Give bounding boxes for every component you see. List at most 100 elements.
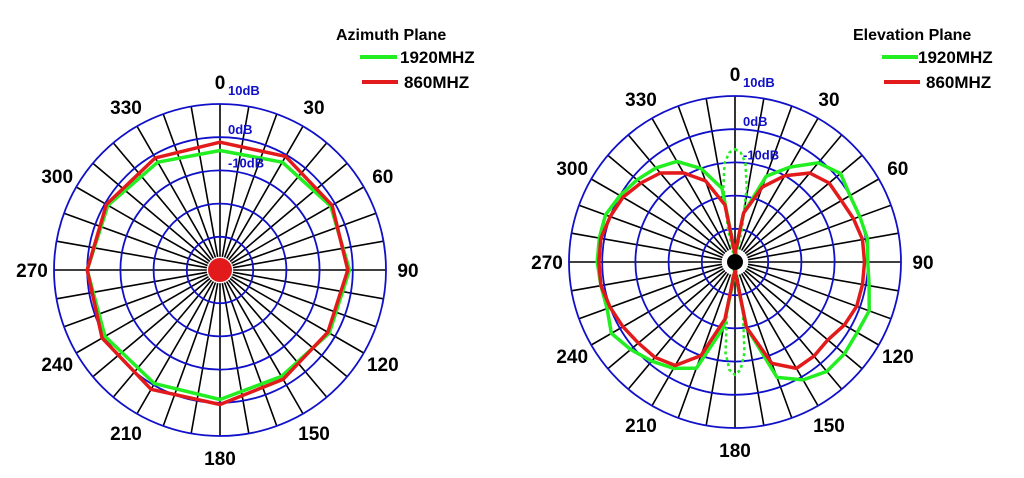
spoke-line xyxy=(747,204,892,259)
angle-label-60: 60 xyxy=(887,159,908,180)
db-label: -10dB xyxy=(228,155,264,170)
angle-label-210: 210 xyxy=(625,416,657,437)
azimuth-grid xyxy=(53,103,387,437)
spoke-line xyxy=(227,279,328,398)
spoke-line xyxy=(112,142,213,261)
spoke-line xyxy=(232,273,377,328)
spoke-line xyxy=(590,178,724,257)
angle-label-60: 60 xyxy=(372,167,393,188)
spoke-line xyxy=(578,204,723,259)
spoke-line xyxy=(56,271,208,300)
series-860mhz xyxy=(597,171,867,371)
spoke-line xyxy=(232,212,377,267)
spoke-line xyxy=(742,271,843,390)
grid-ring xyxy=(700,227,770,297)
angle-label-90: 90 xyxy=(912,253,933,274)
legend-label-1920: 1920MHZ xyxy=(918,48,993,67)
angle-label-30: 30 xyxy=(303,98,324,119)
elevation-labels: 0 30 60 90 120 150 180 210 240 270 300 330 10dB 0dB -1… xyxy=(531,65,933,462)
spoke-line xyxy=(112,279,213,398)
angle-label-180: 180 xyxy=(204,449,236,470)
spoke-line xyxy=(190,106,219,258)
angle-label-240: 240 xyxy=(41,355,73,376)
spoke-line xyxy=(677,105,732,250)
spoke-line xyxy=(740,117,819,251)
angle-label-150: 150 xyxy=(298,424,330,445)
center-dot xyxy=(208,258,232,282)
angle-label-210: 210 xyxy=(110,424,142,445)
spoke-line xyxy=(747,232,899,261)
spoke-line xyxy=(75,186,209,265)
spoke-line xyxy=(225,281,304,415)
spoke-line xyxy=(231,186,365,265)
azimuth-legend-title: Azimuth Plane xyxy=(336,27,446,44)
series-860mhz xyxy=(85,140,350,407)
spoke-line xyxy=(677,274,732,419)
spoke-line xyxy=(651,273,730,407)
spoke-line xyxy=(744,154,863,255)
center-dot xyxy=(727,254,743,270)
spoke-line xyxy=(651,117,730,251)
azimuth-polar-plot: 0 30 60 90 120 150 180 210 240 270 300 330 10dB 0dB -1… xyxy=(16,73,418,470)
spoke-line xyxy=(232,240,384,269)
angle-label-120: 120 xyxy=(882,347,914,368)
spoke-line xyxy=(607,154,726,255)
elevation-legend-title: Elevation Plane xyxy=(853,27,971,44)
db-label: 0dB xyxy=(743,114,768,129)
spoke-line xyxy=(92,277,211,378)
angle-label-300: 300 xyxy=(41,167,73,188)
db-label: 0dB xyxy=(228,122,253,137)
grid-ring xyxy=(568,95,902,429)
azimuth-labels: 0 30 60 90 120 150 180 210 240 270 300 330 10dB 0dB -1… xyxy=(16,73,418,470)
spoke-line xyxy=(746,178,880,257)
angle-label-120: 120 xyxy=(367,355,399,376)
spoke-line xyxy=(747,265,892,320)
angle-label-240: 240 xyxy=(556,347,588,368)
spoke-line xyxy=(742,134,843,253)
spoke-line xyxy=(590,267,724,346)
spoke-line xyxy=(627,271,728,390)
spoke-line xyxy=(571,263,723,292)
angle-label-30: 30 xyxy=(818,90,839,111)
grid-ring xyxy=(634,161,836,363)
spoke-line xyxy=(221,282,250,434)
spoke-line xyxy=(162,113,217,258)
spoke-line xyxy=(56,240,208,269)
angle-label-300: 300 xyxy=(556,159,588,180)
spoke-line xyxy=(63,212,208,267)
angle-label-180: 180 xyxy=(719,441,751,462)
elevation-series-group xyxy=(595,147,871,382)
spoke-line xyxy=(190,282,219,434)
spoke-line xyxy=(738,274,793,419)
spoke-line xyxy=(607,269,726,370)
spoke-line xyxy=(92,162,211,263)
spoke-line xyxy=(136,125,215,259)
angle-label-330: 330 xyxy=(625,90,657,111)
db-label: 10dB xyxy=(743,75,775,90)
spoke-line xyxy=(229,277,348,378)
angle-label-0: 0 xyxy=(215,73,226,94)
spoke-line xyxy=(223,113,278,258)
legend-label-860: 860MHZ xyxy=(926,73,991,92)
spoke-line xyxy=(747,263,899,292)
angle-label-270: 270 xyxy=(531,253,563,274)
grid-ring xyxy=(667,194,803,330)
spoke-line xyxy=(227,142,328,261)
spoke-line xyxy=(223,282,278,427)
spoke-line xyxy=(571,232,723,261)
grid-ring xyxy=(152,202,288,338)
grid-ring xyxy=(119,169,321,371)
spoke-line xyxy=(225,125,304,259)
spoke-line xyxy=(627,134,728,253)
grid-ring xyxy=(53,103,387,437)
spoke-line xyxy=(75,275,209,354)
spoke-line xyxy=(136,281,215,415)
spoke-line xyxy=(162,282,217,427)
azimuth-series-group xyxy=(85,140,352,407)
grid-ring xyxy=(185,235,255,305)
elevation-legend: Elevation Plane 1920MHZ 860MHZ xyxy=(853,27,993,92)
angle-label-90: 90 xyxy=(397,261,418,282)
spoke-line xyxy=(231,275,365,354)
legend-label-860: 860MHZ xyxy=(404,73,469,92)
